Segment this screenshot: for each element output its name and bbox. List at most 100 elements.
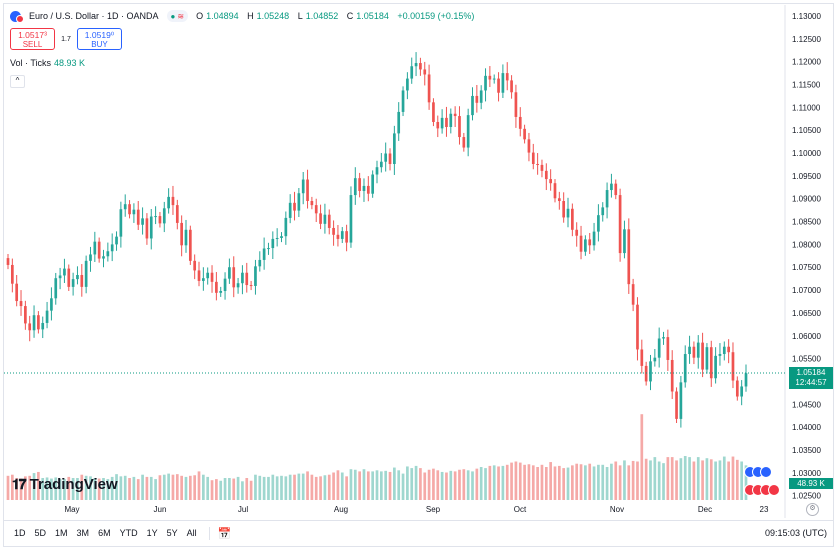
- indicator-badges-red[interactable]: [744, 484, 780, 496]
- candle-body: [119, 209, 123, 237]
- candle-body: [662, 337, 665, 339]
- candle-body: [484, 75, 487, 91]
- timeframe-1y[interactable]: 1Y: [146, 528, 158, 538]
- candle-body: [714, 355, 717, 379]
- volume-bar: [440, 471, 444, 500]
- candle-body: [401, 90, 405, 112]
- volume-bar: [423, 472, 427, 500]
- volume-bar: [475, 468, 479, 500]
- volume-bar: [705, 458, 709, 500]
- sell-button[interactable]: 1.0517³ SELL: [10, 28, 55, 50]
- timeframe-1m[interactable]: 1M: [55, 528, 68, 538]
- candle-body: [735, 380, 739, 397]
- volume-bar: [662, 463, 665, 500]
- candle-body: [605, 190, 609, 208]
- candle-body: [236, 283, 240, 288]
- volume-bar: [744, 465, 748, 500]
- volume-bar: [492, 465, 496, 500]
- timeframe-3m[interactable]: 3M: [76, 528, 90, 538]
- candle-body: [245, 272, 249, 286]
- volume-bar: [575, 463, 579, 500]
- candle-body: [475, 95, 479, 103]
- volume-bar: [63, 479, 66, 500]
- volume-bar: [32, 473, 36, 500]
- volume-bar: [141, 474, 144, 500]
- candle-body: [670, 359, 674, 392]
- volume-bar: [275, 476, 279, 500]
- volume-bar: [41, 478, 45, 500]
- volume-bar: [362, 469, 366, 500]
- axis-settings-icon[interactable]: ⚙: [806, 503, 819, 516]
- candle-body: [657, 338, 661, 358]
- volume-bar: [397, 470, 401, 500]
- candle-body: [67, 268, 71, 287]
- volume-bar: [80, 474, 84, 500]
- candle-body: [123, 204, 127, 210]
- volume-bar: [388, 471, 392, 500]
- volume-bar: [718, 460, 722, 500]
- market-status-pill[interactable]: ● ≋: [166, 10, 189, 22]
- volume-bar: [241, 481, 244, 500]
- volume-bar: [202, 474, 205, 500]
- volume-bar: [327, 474, 331, 500]
- timeframe-5d[interactable]: 5D: [34, 528, 47, 538]
- volume-legend[interactable]: Vol · Ticks 48.93 K: [10, 58, 85, 68]
- symbol-title[interactable]: Euro / U.S. Dollar · 1D · OANDA: [29, 11, 159, 21]
- candle-body: [597, 215, 600, 232]
- volume-bar: [536, 467, 539, 500]
- indicator-badges-blue[interactable]: [744, 466, 772, 478]
- utc-clock[interactable]: 09:15:03 (UTC): [764, 528, 827, 538]
- candle-body: [631, 284, 635, 305]
- candle-body: [436, 121, 440, 129]
- calendar-range-icon[interactable]: 📅: [208, 526, 231, 540]
- volume-bar: [28, 475, 32, 500]
- volume-bar: [136, 479, 140, 500]
- volume-bar: [553, 466, 557, 500]
- candle-body: [709, 347, 713, 379]
- candle-body: [623, 229, 626, 254]
- y-tick-label: 1.03000: [792, 469, 821, 478]
- candle-body: [50, 298, 53, 311]
- candle-body: [523, 128, 526, 140]
- timeframe-ytd[interactable]: YTD: [119, 528, 138, 538]
- candle-body: [432, 102, 435, 122]
- candle-body: [110, 244, 114, 252]
- volume-bar: [540, 464, 544, 500]
- candle-body: [184, 229, 188, 246]
- volume-bar: [358, 471, 361, 500]
- volume-bar: [696, 457, 700, 500]
- candle-body: [592, 231, 596, 246]
- candle-body: [406, 78, 409, 91]
- volume-bar: [123, 475, 127, 500]
- volume-bar: [167, 473, 170, 500]
- volume-bar: [284, 476, 288, 500]
- candle-body: [258, 259, 262, 267]
- timeframe-all[interactable]: All: [186, 528, 197, 538]
- last-price-value: 1.05184: [796, 368, 826, 378]
- collapse-legend-button[interactable]: ^: [10, 75, 25, 88]
- volume-bar: [297, 473, 301, 500]
- volume-bar: [6, 475, 10, 500]
- volume-bar: [50, 478, 53, 500]
- candle-body: [518, 116, 522, 129]
- tradingview-logo[interactable]: 𝟏𝟕 TradingView: [12, 476, 118, 493]
- volume-bar: [462, 469, 466, 500]
- y-tick-label: 1.09500: [792, 172, 821, 181]
- volume-bar: [254, 474, 257, 500]
- candle-body: [323, 214, 327, 224]
- buy-button[interactable]: 1.0519⁰ BUY: [77, 28, 122, 50]
- candle-body: [206, 272, 210, 279]
- timeframe-6m[interactable]: 6M: [98, 528, 111, 538]
- timeframe-5y[interactable]: 5Y: [166, 528, 178, 538]
- y-tick-label: 1.05500: [792, 355, 821, 364]
- tradingview-logo-icon: 𝟏𝟕: [12, 476, 27, 492]
- timeframe-1d[interactable]: 1D: [14, 528, 26, 538]
- volume-bar: [527, 464, 531, 500]
- candle-body: [683, 354, 687, 383]
- y-tick-label: 1.07000: [792, 286, 821, 295]
- volume-label: Vol · Ticks: [10, 58, 52, 68]
- volume-bar: [427, 469, 431, 500]
- candle-body: [41, 322, 45, 330]
- candle-body: [132, 209, 136, 215]
